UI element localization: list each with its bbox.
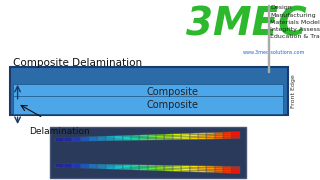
Polygon shape bbox=[148, 134, 156, 140]
Polygon shape bbox=[64, 137, 72, 141]
Polygon shape bbox=[198, 166, 206, 172]
Bar bbox=[13, 96, 283, 114]
Polygon shape bbox=[97, 164, 106, 169]
Polygon shape bbox=[72, 137, 81, 141]
Polygon shape bbox=[232, 166, 240, 174]
Bar bbox=[50, 127, 246, 178]
Polygon shape bbox=[114, 136, 123, 141]
Text: www.3mec-solutions.com: www.3mec-solutions.com bbox=[243, 50, 306, 55]
Polygon shape bbox=[164, 165, 173, 171]
Polygon shape bbox=[106, 164, 114, 169]
Polygon shape bbox=[123, 165, 131, 170]
Polygon shape bbox=[55, 164, 64, 167]
Polygon shape bbox=[131, 135, 139, 140]
Text: Composite: Composite bbox=[147, 87, 199, 97]
Bar bbox=[268, 5, 269, 72]
Polygon shape bbox=[89, 164, 97, 169]
Polygon shape bbox=[139, 135, 148, 140]
Text: Integrity Assessment: Integrity Assessment bbox=[270, 27, 320, 32]
Text: Education & Training: Education & Training bbox=[270, 34, 320, 39]
Text: Composite: Composite bbox=[147, 100, 199, 110]
Polygon shape bbox=[106, 136, 114, 141]
Polygon shape bbox=[190, 166, 198, 172]
Polygon shape bbox=[81, 164, 89, 168]
Polygon shape bbox=[89, 136, 97, 141]
Polygon shape bbox=[215, 132, 223, 139]
Polygon shape bbox=[223, 166, 232, 173]
Bar bbox=[10, 67, 288, 115]
Text: Front Edge: Front Edge bbox=[291, 74, 296, 108]
Polygon shape bbox=[206, 132, 215, 139]
Polygon shape bbox=[206, 166, 215, 173]
Polygon shape bbox=[97, 136, 106, 141]
Polygon shape bbox=[232, 132, 240, 139]
Polygon shape bbox=[223, 132, 232, 139]
Polygon shape bbox=[173, 165, 181, 172]
Polygon shape bbox=[148, 165, 156, 171]
Text: 3MEC: 3MEC bbox=[186, 5, 306, 43]
Polygon shape bbox=[114, 165, 123, 170]
Polygon shape bbox=[131, 165, 139, 170]
Polygon shape bbox=[139, 165, 148, 170]
Polygon shape bbox=[173, 134, 181, 140]
Polygon shape bbox=[156, 165, 164, 171]
Polygon shape bbox=[215, 166, 223, 173]
Polygon shape bbox=[181, 133, 190, 140]
Polygon shape bbox=[72, 164, 81, 168]
Polygon shape bbox=[164, 134, 173, 140]
Polygon shape bbox=[123, 135, 131, 141]
Polygon shape bbox=[181, 165, 190, 172]
Text: Composite Delamination: Composite Delamination bbox=[13, 58, 142, 68]
Text: Delamination: Delamination bbox=[29, 127, 90, 136]
Text: Design: Design bbox=[270, 5, 292, 10]
Polygon shape bbox=[64, 164, 72, 168]
Polygon shape bbox=[190, 133, 198, 140]
Polygon shape bbox=[156, 134, 164, 140]
Polygon shape bbox=[55, 138, 64, 141]
Polygon shape bbox=[81, 137, 89, 141]
Text: Manufacturing: Manufacturing bbox=[270, 13, 316, 18]
Text: Materials Modelling: Materials Modelling bbox=[270, 20, 320, 25]
Polygon shape bbox=[198, 133, 206, 139]
Bar bbox=[13, 84, 283, 102]
